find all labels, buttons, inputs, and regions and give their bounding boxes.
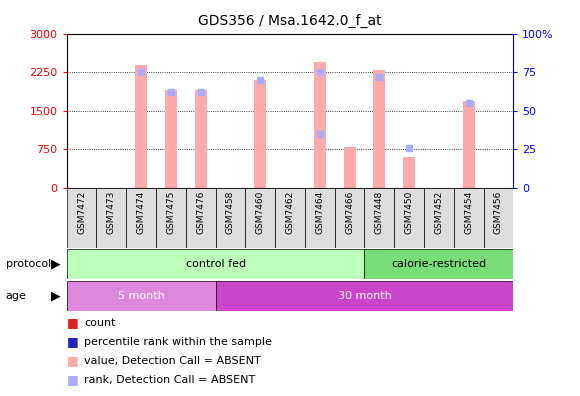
Text: GSM7476: GSM7476 bbox=[196, 191, 205, 234]
Text: GSM7460: GSM7460 bbox=[256, 191, 264, 234]
Bar bbox=[67, 281, 216, 311]
Text: control fed: control fed bbox=[186, 259, 245, 269]
Text: GDS356 / Msa.1642.0_f_at: GDS356 / Msa.1642.0_f_at bbox=[198, 14, 382, 28]
Bar bbox=[156, 188, 186, 248]
Bar bbox=[305, 188, 335, 248]
Text: 30 month: 30 month bbox=[338, 291, 392, 301]
Bar bbox=[343, 147, 356, 188]
Text: ■: ■ bbox=[67, 316, 78, 329]
Text: ■: ■ bbox=[67, 354, 78, 367]
Bar bbox=[216, 188, 245, 248]
Bar bbox=[364, 249, 513, 279]
Text: count: count bbox=[84, 318, 115, 328]
Text: age: age bbox=[6, 291, 27, 301]
Bar bbox=[403, 157, 415, 188]
Text: ▶: ▶ bbox=[51, 289, 61, 303]
Bar bbox=[216, 281, 513, 311]
Text: ■: ■ bbox=[67, 373, 78, 386]
Text: GSM7473: GSM7473 bbox=[107, 191, 116, 234]
Text: GSM7462: GSM7462 bbox=[285, 191, 295, 234]
Text: GSM7456: GSM7456 bbox=[494, 191, 503, 234]
Bar bbox=[135, 65, 147, 188]
Bar bbox=[394, 188, 424, 248]
Text: value, Detection Call = ABSENT: value, Detection Call = ABSENT bbox=[84, 356, 261, 366]
Text: percentile rank within the sample: percentile rank within the sample bbox=[84, 337, 272, 347]
Bar bbox=[165, 90, 177, 188]
Text: calorie-restricted: calorie-restricted bbox=[392, 259, 487, 269]
Text: GSM7458: GSM7458 bbox=[226, 191, 235, 234]
Bar bbox=[454, 188, 484, 248]
Text: 5 month: 5 month bbox=[118, 291, 165, 301]
Bar bbox=[484, 188, 513, 248]
Text: ▶: ▶ bbox=[51, 258, 61, 271]
Text: GSM7475: GSM7475 bbox=[166, 191, 175, 234]
Text: GSM7466: GSM7466 bbox=[345, 191, 354, 234]
Bar bbox=[195, 90, 206, 188]
Text: GSM7474: GSM7474 bbox=[137, 191, 146, 234]
Text: GSM7450: GSM7450 bbox=[405, 191, 414, 234]
Bar bbox=[314, 62, 326, 188]
Bar bbox=[67, 188, 96, 248]
Bar bbox=[424, 188, 454, 248]
Text: GSM7464: GSM7464 bbox=[316, 191, 324, 234]
Bar bbox=[364, 188, 394, 248]
Bar bbox=[245, 188, 275, 248]
Bar bbox=[374, 70, 385, 188]
Bar bbox=[254, 80, 266, 188]
Text: GSM7454: GSM7454 bbox=[464, 191, 473, 234]
Text: GSM7448: GSM7448 bbox=[375, 191, 384, 234]
Text: GSM7472: GSM7472 bbox=[77, 191, 86, 234]
Bar bbox=[275, 188, 305, 248]
Bar bbox=[67, 249, 364, 279]
Bar bbox=[335, 188, 364, 248]
Bar bbox=[126, 188, 156, 248]
Bar bbox=[186, 188, 216, 248]
Bar bbox=[463, 101, 474, 188]
Text: GSM7452: GSM7452 bbox=[434, 191, 443, 234]
Text: rank, Detection Call = ABSENT: rank, Detection Call = ABSENT bbox=[84, 375, 255, 385]
Bar bbox=[96, 188, 126, 248]
Text: ■: ■ bbox=[67, 335, 78, 348]
Text: protocol: protocol bbox=[6, 259, 51, 269]
